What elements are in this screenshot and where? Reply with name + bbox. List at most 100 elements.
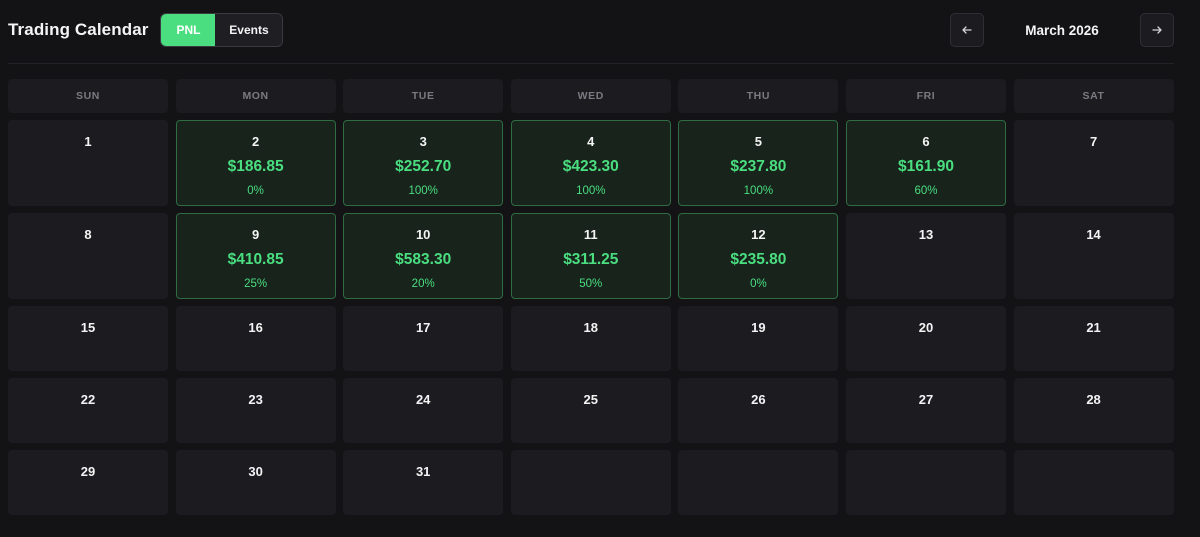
day-number: 19 <box>751 320 766 335</box>
day-number: 17 <box>415 320 431 335</box>
day-number: 18 <box>583 320 599 335</box>
day-number: 1 <box>84 134 92 149</box>
calendar-empty-cell <box>678 450 839 515</box>
calendar-day-cell[interactable]: 1 <box>8 120 168 206</box>
day-number: 30 <box>248 464 263 479</box>
weekday-header: FRI <box>845 79 1006 113</box>
page-title: Trading Calendar <box>8 20 149 39</box>
daily-pnl-value: $186.85 <box>227 158 284 175</box>
calendar-day-cell[interactable]: 15 <box>8 306 168 371</box>
daily-win-rate: 100% <box>576 185 606 197</box>
day-number: 6 <box>922 134 930 149</box>
day-number: 14 <box>1086 227 1101 242</box>
calendar-day-cell[interactable]: 19 <box>678 306 839 371</box>
daily-pnl-value: $237.80 <box>730 158 787 175</box>
calendar-day-cell-profit[interactable]: 10 $583.30 20% <box>343 213 504 299</box>
calendar-day-cell-profit[interactable]: 11 $311.25 50% <box>510 213 671 299</box>
daily-win-rate: 0% <box>247 185 264 197</box>
day-number: 21 <box>1086 320 1101 335</box>
day-number: 4 <box>587 134 595 149</box>
arrow-right-icon <box>1152 26 1162 34</box>
daily-win-rate: 25% <box>244 278 268 290</box>
day-number: 16 <box>248 320 263 335</box>
calendar-day-cell[interactable]: 22 <box>8 378 168 443</box>
calendar-day-cell[interactable]: 29 <box>8 450 168 515</box>
weekday-header: SAT <box>1013 79 1174 113</box>
current-month-label: March 2026 <box>1025 22 1099 38</box>
weekday-header: TUE <box>343 79 504 113</box>
day-number: 5 <box>754 134 762 149</box>
arrow-left-icon <box>962 26 972 34</box>
calendar-empty-cell <box>510 450 671 515</box>
calendar-day-cell[interactable]: 8 <box>8 213 168 299</box>
calendar-day-cell[interactable]: 20 <box>845 306 1006 371</box>
daily-pnl-value: $410.85 <box>227 251 284 268</box>
calendar-empty-cell <box>845 450 1006 515</box>
calendar-day-cell-profit[interactable]: 9 $410.85 25% <box>175 213 336 299</box>
weekday-header: THU <box>678 79 839 113</box>
weekday-header: MON <box>175 79 336 113</box>
calendar-day-cell[interactable]: 30 <box>175 450 336 515</box>
calendar-day-cell-profit[interactable]: 2 $186.85 0% <box>175 120 336 206</box>
calendar-day-cell-profit[interactable]: 4 $423.30 100% <box>510 120 671 206</box>
day-number: 8 <box>84 227 92 242</box>
calendar-day-cell[interactable]: 26 <box>678 378 839 443</box>
next-month-button[interactable] <box>1140 13 1174 47</box>
weekday-header: WED <box>510 79 671 113</box>
daily-pnl-value: $235.80 <box>730 251 787 268</box>
day-number: 28 <box>1086 392 1101 407</box>
daily-win-rate: 100% <box>408 185 438 197</box>
calendar-day-cell-profit[interactable]: 3 $252.70 100% <box>343 120 504 206</box>
day-number: 7 <box>1089 134 1098 149</box>
calendar-day-cell[interactable]: 16 <box>175 306 336 371</box>
day-number: 3 <box>419 134 427 149</box>
day-number: 24 <box>415 392 431 407</box>
day-number: 26 <box>751 392 766 407</box>
calendar-day-cell[interactable]: 28 <box>1013 378 1174 443</box>
day-number: 29 <box>80 464 96 479</box>
day-number: 13 <box>918 227 934 242</box>
weekday-header: SUN <box>8 79 168 113</box>
daily-pnl-value: $423.30 <box>562 158 619 175</box>
header-divider <box>8 63 1174 64</box>
day-number: 9 <box>251 227 260 242</box>
calendar-day-cell[interactable]: 25 <box>510 378 671 443</box>
calendar-day-cell[interactable]: 31 <box>343 450 504 515</box>
day-number: 23 <box>248 392 263 407</box>
day-number: 15 <box>80 320 96 335</box>
calendar-day-cell[interactable]: 27 <box>845 378 1006 443</box>
daily-win-rate: 0% <box>750 278 767 290</box>
calendar-empty-cell <box>1013 450 1174 515</box>
calendar-day-cell[interactable]: 21 <box>1013 306 1174 371</box>
day-number: 11 <box>583 227 598 242</box>
calendar-day-cell[interactable]: 24 <box>343 378 504 443</box>
calendar-grid: SUN MON TUE WED THU FRI SAT 1 2 $186.85 0% 3… <box>8 79 1174 522</box>
calendar-day-cell[interactable]: 14 <box>1013 213 1174 299</box>
day-number: 12 <box>751 227 766 242</box>
calendar-day-cell-profit[interactable]: 5 $237.80 100% <box>678 120 839 206</box>
calendar-day-cell-profit[interactable]: 6 $161.90 60% <box>845 120 1006 206</box>
day-number: 31 <box>415 464 431 479</box>
calendar-day-cell[interactable]: 18 <box>510 306 671 371</box>
daily-pnl-value: $583.30 <box>395 251 452 268</box>
daily-win-rate: 20% <box>411 278 435 290</box>
day-number: 27 <box>918 392 934 407</box>
day-number: 20 <box>918 320 934 335</box>
calendar-day-cell[interactable]: 7 <box>1013 120 1174 206</box>
day-number: 10 <box>415 227 431 242</box>
calendar-day-cell[interactable]: 17 <box>343 306 504 371</box>
day-number: 22 <box>80 392 96 407</box>
daily-pnl-value: $311.25 <box>563 251 619 268</box>
calendar-header: Trading Calendar PNL Events March 2026 <box>8 13 1174 47</box>
calendar-day-cell-profit[interactable]: 12 $235.80 0% <box>678 213 839 299</box>
prev-month-button[interactable] <box>950 13 984 47</box>
daily-pnl-value: $161.90 <box>897 158 954 175</box>
calendar-day-cell[interactable]: 13 <box>845 213 1006 299</box>
daily-win-rate: 100% <box>743 185 774 197</box>
calendar-day-cell[interactable]: 23 <box>175 378 336 443</box>
events-toggle-button[interactable]: Events <box>215 14 283 46</box>
pnl-toggle-button[interactable]: PNL <box>161 14 216 46</box>
day-number: 2 <box>251 134 260 149</box>
day-number: 25 <box>583 392 599 407</box>
